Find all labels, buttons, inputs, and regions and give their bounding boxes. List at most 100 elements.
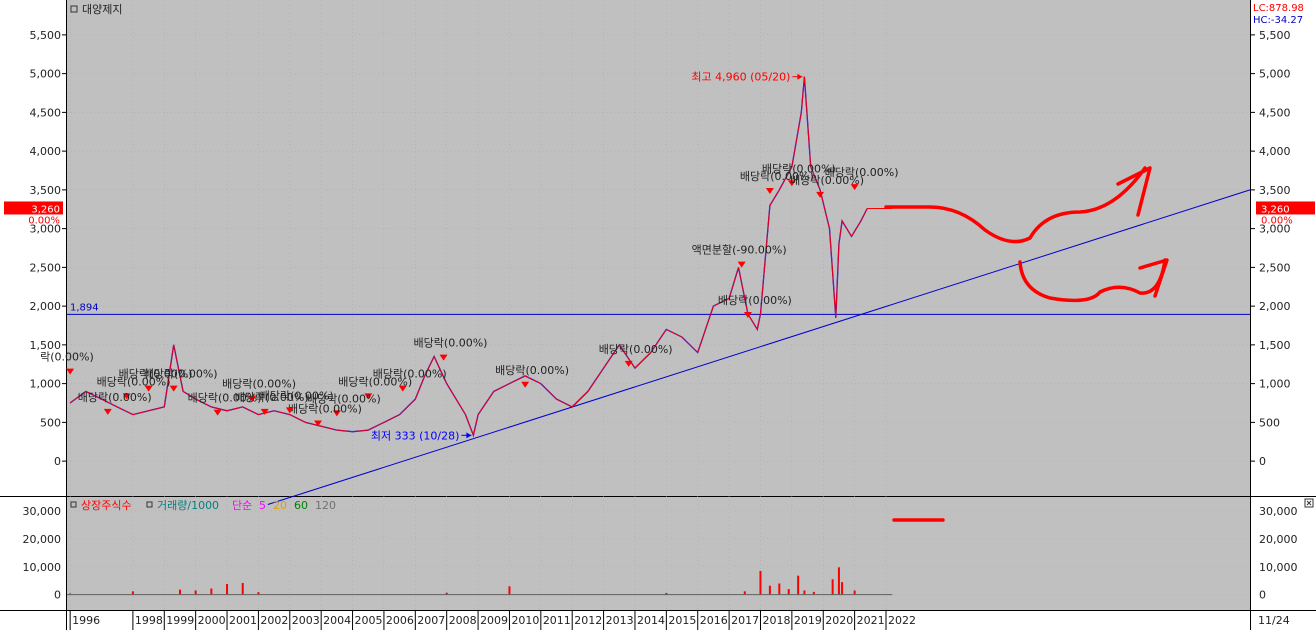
dividend-marker	[398, 385, 407, 392]
time-tick-label: 2016	[700, 614, 728, 627]
volume-bar	[508, 586, 511, 595]
volume-bar	[194, 590, 197, 595]
dividend-annotation: 배당락(0.00%)	[825, 166, 899, 179]
volume-bar	[841, 582, 844, 595]
dividend-annotation: 배당락(0.00%)	[790, 174, 864, 187]
dividend-annotation: 배당락(0.00%)	[78, 391, 152, 404]
time-tick-label: 2001	[229, 614, 257, 627]
price-axes: 5,500 5,500 5,000 5,000 4,500 4,500 4,000 4,000…	[30, 29, 1291, 468]
reference-line-label: 1,894	[70, 302, 99, 313]
dividend-annotation: 락(0.00%)	[40, 351, 94, 364]
price-tick-left: 0	[54, 455, 61, 468]
dividend-marker	[260, 408, 269, 415]
dividend-annotation: 배당락(0.00%)	[495, 364, 569, 377]
current-price-right: 3,260	[1261, 204, 1290, 215]
dividend-annotation: 배당락(0.00%)	[307, 392, 381, 405]
volume-bar	[226, 584, 229, 595]
volume-bar	[768, 585, 771, 595]
price-tick-left: 4,500	[30, 106, 62, 119]
legend-volume[interactable]: 거래량/1000	[157, 499, 219, 512]
time-tick-label: 2010	[511, 614, 539, 627]
volume-bar	[69, 593, 72, 595]
price-change-left: 0.00%	[28, 215, 60, 226]
volume-tick-right: 30,000	[1259, 505, 1298, 518]
price-tick-left: 2,500	[30, 261, 62, 274]
extreme-arrowhead	[466, 432, 472, 439]
dividend-annotation: 배당락(0.00%)	[222, 378, 296, 391]
price-tick-left: 3,000	[30, 223, 62, 236]
volume-checkbox-icon[interactable]	[146, 501, 153, 508]
time-tick-label: 1999	[166, 614, 194, 627]
dividend-annotation: 배당락(0.00%)	[288, 403, 362, 416]
price-tick-right: 2,500	[1259, 261, 1291, 274]
time-tick-label: 2022	[888, 614, 916, 627]
volume-bar	[837, 567, 840, 595]
volume-tick-left: 0	[54, 589, 61, 602]
price-tick-right: 4,500	[1259, 106, 1291, 119]
price-tick-left: 2,000	[30, 300, 62, 313]
dividend-marker	[624, 360, 633, 367]
lc-label: LC:878.98	[1253, 3, 1304, 14]
legend-ma120[interactable]: 120	[315, 499, 336, 512]
legend-ma20[interactable]: 20	[273, 499, 287, 512]
volume-tick-right: 20,000	[1259, 533, 1298, 546]
volume-panel[interactable]	[67, 497, 1250, 610]
time-tick-label: 2000	[198, 614, 226, 627]
dividend-marker	[144, 385, 153, 392]
time-tick-label: 2002	[260, 614, 288, 627]
volume-bar	[759, 570, 762, 595]
volume-bar	[853, 590, 856, 595]
listed-shares-checkbox-icon[interactable]	[70, 501, 77, 508]
uptrend-line[interactable]	[267, 189, 1251, 506]
volume-bar	[665, 592, 668, 595]
current-price-tag-left	[4, 201, 63, 215]
volume-bar	[743, 591, 746, 595]
time-tick-label: 2007	[417, 614, 445, 627]
volume-bar	[210, 588, 213, 595]
split-annotation: 액면분할(-90.00%)	[692, 244, 787, 257]
volume-bar	[778, 583, 781, 595]
time-tick-label: 2009	[480, 614, 508, 627]
volume-tick-right: 10,000	[1259, 561, 1298, 574]
date-label: 11/24	[1258, 614, 1290, 627]
dividend-marker	[285, 407, 294, 414]
volume-bar	[831, 579, 834, 595]
price-tick-left: 5,000	[30, 68, 62, 81]
time-tick-label: 1996	[72, 614, 100, 627]
stock-checkbox-icon[interactable]	[70, 5, 78, 13]
grid-lines	[67, 0, 1250, 610]
dividend-marker	[816, 191, 825, 198]
volume-tick-left: 20,000	[23, 533, 62, 546]
volume-bar	[812, 591, 815, 595]
time-tick-label: 2008	[449, 614, 477, 627]
dividend-annotation: 배당락(0.00%)	[260, 389, 334, 402]
dividend-marker	[248, 395, 257, 402]
dividend-annotation: 배당락(0.00%)	[235, 391, 309, 404]
legend-simple[interactable]: 단순	[232, 499, 252, 512]
price-panel[interactable]	[67, 0, 1250, 496]
price-change-right: 0.00%	[1261, 215, 1293, 226]
time-tick-label: 2012	[574, 614, 602, 627]
price-tick-right: 1,000	[1259, 378, 1291, 391]
close-icon-glyph	[1306, 500, 1312, 506]
time-tick-label: 2004	[323, 614, 351, 627]
price-series-up-overlay	[69, 76, 868, 437]
price-tick-right: 3,500	[1259, 184, 1291, 197]
volume-bar	[178, 589, 181, 595]
legend-ma5[interactable]: 5	[259, 499, 266, 512]
legend-ma60[interactable]: 60	[294, 499, 308, 512]
volume-bar	[257, 592, 260, 595]
volume-bar	[787, 589, 790, 595]
high-annotation: 최고 4,960 (05/20)	[691, 71, 790, 84]
time-tick-label: 2021	[857, 614, 885, 627]
time-tick-label: 2014	[637, 614, 665, 627]
dividend-annotation: 배당락(0.00%)	[718, 294, 792, 307]
volume-axes: 30,000 30,000 20,000 20,000 10,000 10,000 0 0	[23, 505, 1298, 602]
time-tick-label: 2006	[386, 614, 414, 627]
time-tick-label: 2015	[668, 614, 696, 627]
dividend-annotation: 배당락(0.00%)	[373, 368, 447, 381]
legend-listed-shares[interactable]: 상장주식수	[81, 499, 132, 512]
price-tick-right: 500	[1259, 416, 1280, 429]
